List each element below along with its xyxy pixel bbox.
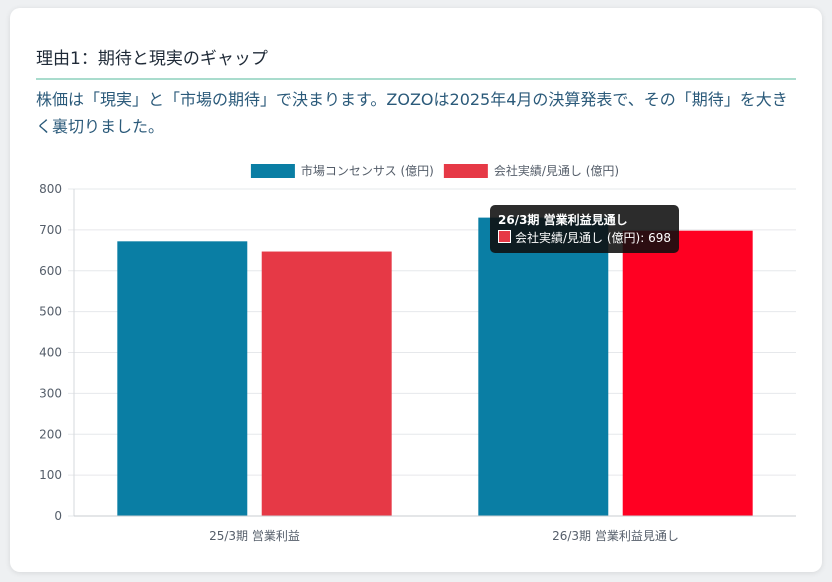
chart-tooltip: 26/3期 営業利益見通し 会社実績/見通し (億円): 698 xyxy=(490,205,679,253)
y-tick-label: 700 xyxy=(39,223,62,237)
tooltip-swatch xyxy=(498,230,511,243)
card-title: 理由1：期待と現実のギャップ xyxy=(36,49,268,69)
x-tick-label: 26/3期 営業利益見通し xyxy=(552,529,679,543)
y-tick-label: 800 xyxy=(39,182,62,196)
title-divider xyxy=(36,78,796,80)
x-tick-label: 25/3期 営業利益 xyxy=(209,529,300,543)
legend-label[interactable]: 会社実績/見通し (億円) xyxy=(494,163,619,178)
bars xyxy=(117,217,753,517)
legend-swatch[interactable] xyxy=(443,164,488,178)
y-tick-label: 0 xyxy=(54,509,62,523)
y-tick-label: 300 xyxy=(39,386,62,400)
y-tick-label: 500 xyxy=(39,305,62,319)
y-tick-label: 100 xyxy=(39,468,62,482)
bar[interactable] xyxy=(261,251,392,516)
axes: 0 100 200 300 400 500 600 700 800 25/3期 営業利益 26/3期… xyxy=(39,182,796,543)
bar[interactable] xyxy=(622,230,753,516)
bar[interactable] xyxy=(117,241,248,516)
legend: 市場コンセンサス (億円) 会社実績/見通し (億円) xyxy=(250,163,619,178)
tooltip-value: 698 xyxy=(648,231,671,245)
tooltip-series-label: 会社実績/見通し (億円) xyxy=(515,231,641,245)
legend-swatch[interactable] xyxy=(250,164,295,178)
tooltip-title: 26/3期 営業利益見通し xyxy=(498,213,628,227)
lead-text: 株価は「現実」と「市場の期待」で決まります。ZOZOは2025年4月の決算発表で… xyxy=(36,90,788,136)
y-tick-label: 400 xyxy=(39,346,62,360)
y-tick-label: 200 xyxy=(39,427,62,441)
legend-label[interactable]: 市場コンセンサス (億円) xyxy=(301,163,434,178)
y-tick-label: 600 xyxy=(39,264,62,278)
bar[interactable] xyxy=(478,217,609,517)
